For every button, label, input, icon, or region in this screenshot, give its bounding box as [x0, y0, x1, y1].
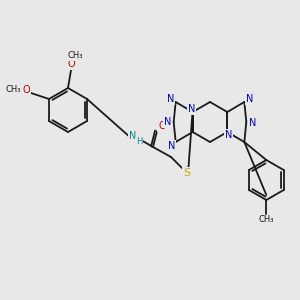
Text: N: N: [225, 130, 232, 140]
Text: O: O: [67, 59, 75, 69]
Text: H: H: [136, 137, 142, 146]
Text: N: N: [167, 94, 174, 104]
Text: O: O: [22, 85, 30, 95]
Text: N: N: [188, 104, 195, 114]
Text: N: N: [168, 141, 176, 151]
Text: CH₃: CH₃: [67, 52, 83, 61]
Text: CH₃: CH₃: [259, 215, 274, 224]
Text: CH₃: CH₃: [5, 85, 21, 94]
Text: N: N: [164, 117, 171, 127]
Text: O: O: [158, 121, 166, 131]
Text: N: N: [129, 131, 137, 141]
Text: N: N: [249, 118, 256, 128]
Text: N: N: [246, 94, 253, 104]
Text: S: S: [183, 168, 190, 178]
